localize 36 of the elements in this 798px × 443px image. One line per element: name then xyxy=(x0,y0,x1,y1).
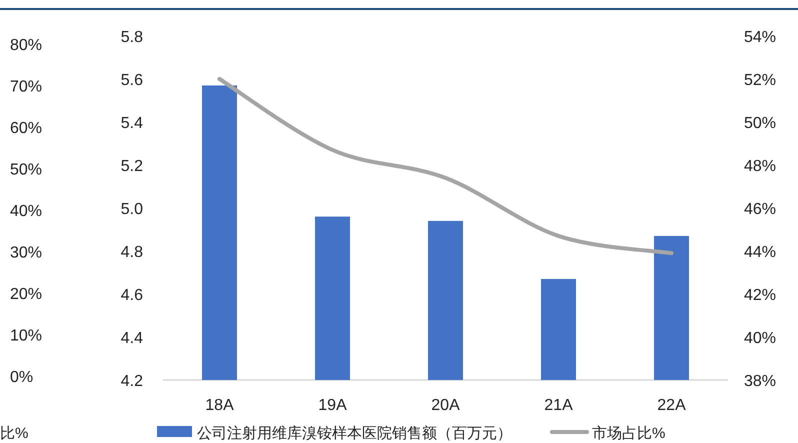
y-tick-label: 5.2 xyxy=(120,158,144,175)
text: 比% xyxy=(0,425,28,442)
y3-tick-label: 80% xyxy=(10,37,42,54)
y3-tick-label: 0% xyxy=(10,369,34,386)
y2-tick-label: 40% xyxy=(744,330,776,347)
y3-tick-label: 50% xyxy=(10,162,42,178)
y2-tick-label: 50% xyxy=(744,115,776,132)
y2-tick-label: 38% xyxy=(744,373,776,390)
y3-tick-label: 60% xyxy=(10,120,42,137)
x-tick-label: 19A xyxy=(318,397,348,414)
y3-tick-label: 40% xyxy=(10,203,42,220)
y3-tick-label: 70% xyxy=(10,78,42,96)
y-tick-label: 5.6 xyxy=(120,72,144,89)
y-tick-label: 5.0 xyxy=(120,201,144,218)
y3-tick-label: 20% xyxy=(10,286,42,303)
line-series xyxy=(218,77,674,256)
x-tick-label: 21A xyxy=(544,397,574,414)
y-tick-label: 4.8 xyxy=(120,244,144,261)
x-tick-label: 22A xyxy=(657,397,686,414)
y3-tick-label: 10% xyxy=(10,328,42,344)
y-tick-label: 4.4 xyxy=(120,330,144,347)
y2-tick-label: 42% xyxy=(744,287,776,304)
x-tick-label: 18A xyxy=(205,397,234,414)
y2-tick-label: 44% xyxy=(744,244,776,261)
x-tick-label: 20A xyxy=(431,397,460,414)
y-tick-label: 4.6 xyxy=(120,287,144,304)
legend-label: 市场占比% xyxy=(592,425,666,442)
y2-tick-label: 54% xyxy=(744,29,776,46)
y2-tick-label: 46% xyxy=(744,201,776,218)
y-tick-label: 4.2 xyxy=(120,373,144,390)
y-tick-label: 5.4 xyxy=(120,115,144,132)
y3-tick-label: 30% xyxy=(10,244,42,262)
legend-label: 公司注射用维库溴铵样本医院销售额（百万元） xyxy=(197,425,512,442)
y2-tick-label: 48% xyxy=(744,158,776,175)
y2-tick-label: 52% xyxy=(744,72,776,89)
y-tick-label: 5.8 xyxy=(120,29,144,46)
